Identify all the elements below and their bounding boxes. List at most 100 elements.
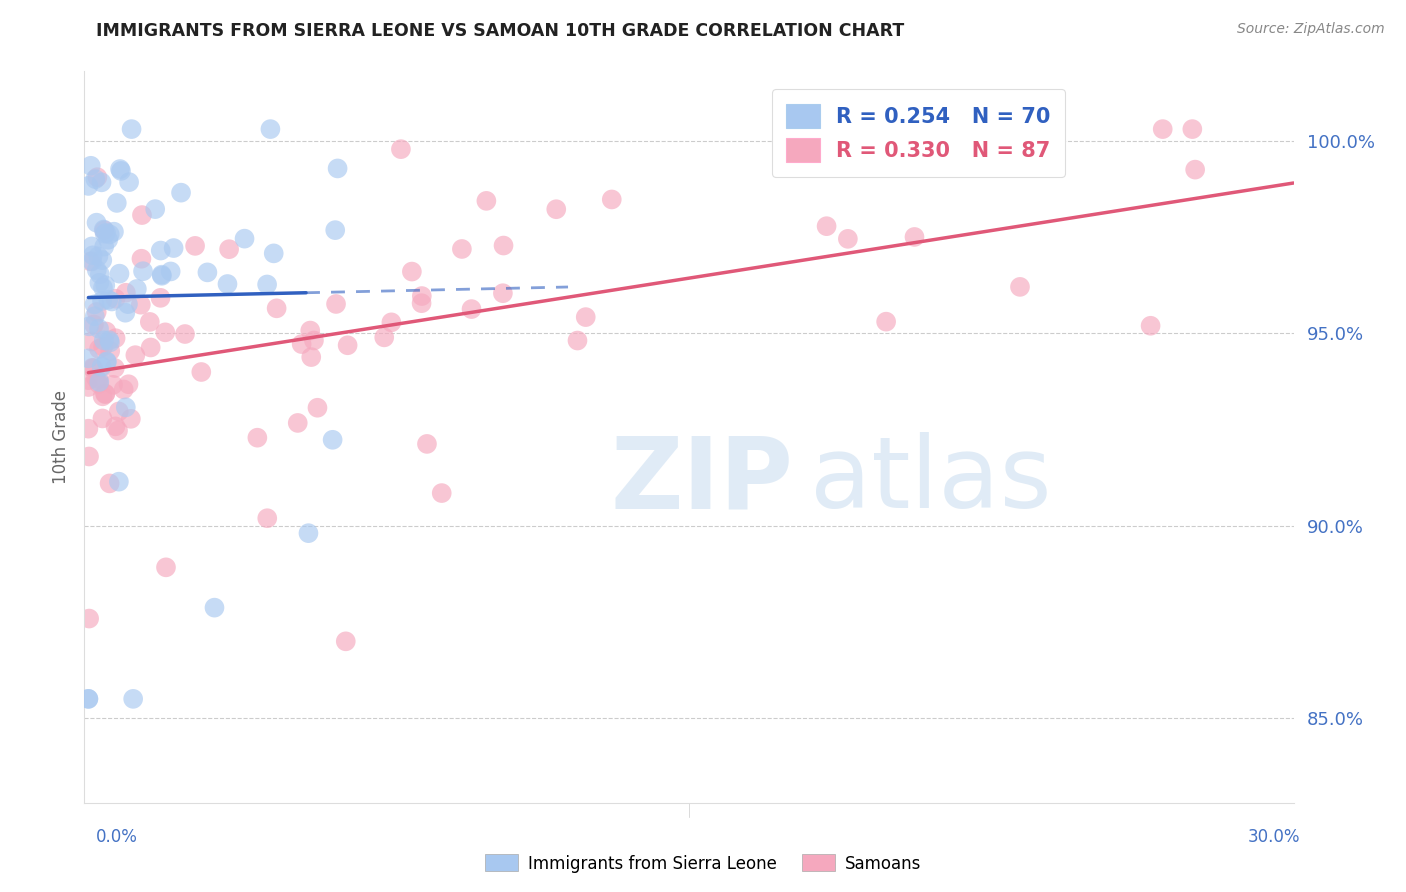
Point: [100, 294, 122, 309]
Point: [103, 225, 125, 239]
Point: [77, 611, 100, 625]
Point: [114, 401, 136, 415]
Point: [89, 276, 111, 290]
Point: [184, 239, 207, 253]
Point: [155, 560, 177, 574]
Point: [1008, 280, 1031, 294]
Point: [77, 380, 100, 394]
Point: [83, 309, 105, 323]
Point: [87, 342, 110, 356]
Point: [875, 315, 897, 329]
Point: [91, 280, 114, 294]
Point: [326, 161, 349, 176]
Point: [77, 373, 100, 387]
Point: [97, 293, 120, 307]
Point: [233, 232, 256, 246]
Point: [129, 298, 152, 312]
Point: [475, 194, 498, 208]
Point: [105, 195, 128, 210]
Point: [90, 359, 112, 374]
Point: [104, 361, 127, 376]
Point: [104, 419, 127, 434]
Point: [77, 319, 100, 334]
Point: [82, 248, 104, 262]
Text: 0.0%: 0.0%: [96, 828, 138, 846]
Y-axis label: 10th Grade: 10th Grade: [52, 390, 70, 484]
Point: [299, 350, 322, 364]
Point: [98, 335, 121, 350]
Point: [302, 334, 325, 348]
Point: [335, 634, 357, 648]
Point: [108, 475, 131, 489]
Point: [87, 371, 110, 385]
Legend: Immigrants from Sierra Leone, Samoans: Immigrants from Sierra Leone, Samoans: [478, 847, 928, 880]
Point: [149, 244, 172, 258]
Point: [89, 375, 111, 389]
Point: [460, 302, 482, 317]
Point: [91, 411, 114, 425]
Text: atlas: atlas: [810, 433, 1052, 530]
Point: [1181, 122, 1204, 136]
Point: [98, 333, 121, 347]
Point: [256, 511, 278, 525]
Point: [93, 334, 115, 348]
Point: [101, 377, 124, 392]
Point: [380, 315, 402, 329]
Point: [114, 306, 136, 320]
Point: [323, 223, 346, 237]
Point: [80, 334, 103, 349]
Point: [246, 431, 269, 445]
Point: [90, 175, 112, 189]
Point: [87, 376, 110, 391]
Point: [80, 239, 103, 253]
Point: [401, 264, 423, 278]
Point: [104, 292, 127, 306]
Point: [96, 355, 118, 369]
Point: [256, 277, 278, 292]
Point: [80, 159, 103, 173]
Point: [430, 486, 453, 500]
Point: [94, 278, 117, 293]
Point: [107, 424, 129, 438]
Point: [217, 277, 239, 291]
Point: [98, 227, 121, 242]
Point: [297, 526, 319, 541]
Point: [159, 264, 181, 278]
Legend: R = 0.254   N = 70, R = 0.330   N = 87: R = 0.254 N = 70, R = 0.330 N = 87: [772, 89, 1066, 177]
Point: [131, 208, 153, 222]
Point: [411, 289, 433, 303]
Point: [87, 322, 110, 336]
Point: [104, 331, 127, 345]
Point: [815, 219, 838, 234]
Point: [124, 348, 146, 362]
Point: [492, 286, 515, 301]
Point: [299, 324, 322, 338]
Point: [107, 404, 129, 418]
Point: [307, 401, 329, 415]
Point: [91, 389, 114, 403]
Point: [1139, 318, 1161, 333]
Point: [197, 265, 219, 279]
Point: [82, 361, 104, 376]
Point: [903, 230, 925, 244]
Point: [93, 222, 115, 236]
Point: [86, 305, 108, 319]
Point: [96, 354, 118, 368]
Point: [93, 239, 115, 253]
Point: [87, 249, 110, 263]
Point: [567, 334, 589, 348]
Point: [115, 285, 138, 300]
Point: [120, 412, 142, 426]
Point: [77, 351, 100, 366]
Point: [1152, 122, 1174, 136]
Point: [77, 422, 100, 436]
Point: [108, 161, 131, 176]
Point: [837, 232, 859, 246]
Point: [94, 387, 117, 401]
Point: [117, 377, 139, 392]
Point: [93, 227, 115, 241]
Point: [98, 344, 121, 359]
Text: Source: ZipAtlas.com: Source: ZipAtlas.com: [1237, 22, 1385, 37]
Point: [389, 142, 412, 156]
Point: [139, 315, 162, 329]
